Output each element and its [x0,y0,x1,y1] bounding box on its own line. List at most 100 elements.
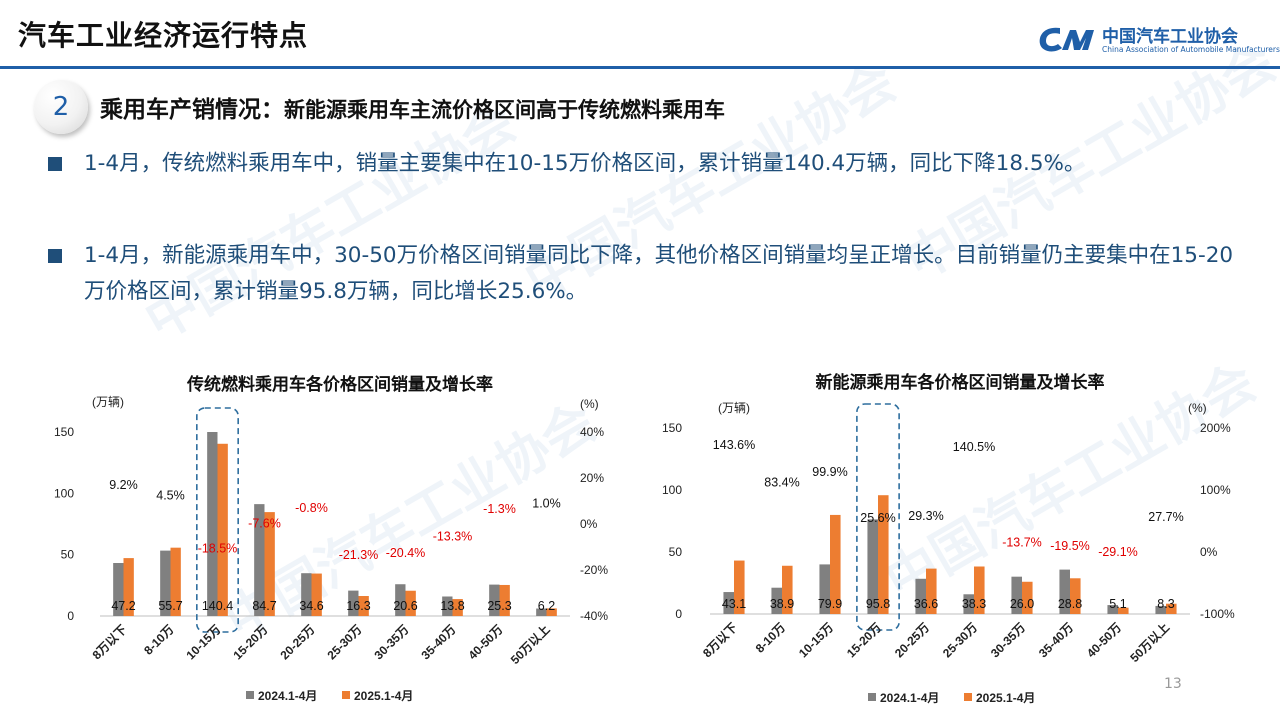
chart-traditional-fuel-svg: 传统燃料乘用车各价格区间销量及增长率 (万辆) (%) 0 50 100 150 -40% -2… [54,374,608,703]
bar-2024 [254,504,265,616]
bullet-item: 1-4月，传统燃料乘用车中，销量主要集中在10-15万价格区间，累计销量140.… [48,146,1248,182]
x-axis-category-label: 8-10万 [141,622,176,657]
x-axis-category-label: 10-15万 [184,622,224,662]
legend-label-2024: 2024.1-4月 [880,691,939,705]
caam-logo: 中国汽车工业协会 China Association of Automobile… [1036,20,1280,60]
bar-2025 [358,596,369,616]
bar-value-label: 84.7 [252,599,276,613]
x-axis-category-label: 8万以下 [90,622,130,662]
bar-2024 [395,584,406,616]
legend-swatch-2024 [868,693,876,701]
y-axis-tick-label: 50 [669,545,683,559]
bar-2024 [442,596,453,616]
y2-axis-tick-label: -100% [1200,607,1235,621]
bar-2025 [123,558,134,616]
y-axis-tick-label: 0 [675,607,682,621]
bar-2025 [499,584,510,616]
x-axis-category-label: 40-50万 [1084,620,1124,660]
bar-2025 [452,599,463,616]
bar-value-label: 95.8 [866,597,890,611]
bar-2025 [217,443,228,616]
bar-2024 [915,578,926,614]
bar-2025 [926,568,937,614]
x-axis-category-label: 30-35万 [372,622,412,662]
bar-2024 [1155,605,1166,614]
growth-rate-label: 1.0% [532,497,561,511]
y2-axis-tick-label: 0% [1200,545,1218,559]
bar-2024 [160,550,171,616]
bar-2024 [113,563,124,616]
y2-axis-tick-label: 40% [580,425,604,439]
growth-rate-label: 27.7% [1148,510,1183,524]
x-axis-category-label: 40-50万 [466,622,506,662]
chart-new-energy: 新能源乘用车各价格区间销量及增长率 (万辆) (%) 0 50 100 150 -100% 0%… [660,360,1280,720]
bar-2024 [723,592,734,614]
bar-2024 [867,519,878,614]
page-number: 13 [1164,676,1182,692]
y2-axis-tick-label: 0% [580,517,598,531]
logo-english-name: China Association of Automobile Manufact… [1102,45,1280,54]
growth-rate-label: -18.5% [198,542,238,556]
caam-logo-mark-icon [1039,27,1094,52]
chart-new-energy-svg: 新能源乘用车各价格区间销量及增长率 (万辆) (%) 0 50 100 150 -100% 0%… [662,372,1235,705]
growth-rate-label: 99.9% [812,465,847,479]
bar-2024 [819,564,830,614]
growth-rate-label: 25.6% [860,511,895,525]
bar-2024 [301,573,312,616]
growth-rate-label: 9.2% [109,478,138,492]
chart-title: 传统燃料乘用车各价格区间销量及增长率 [186,374,493,394]
bar-value-label: 26.0 [1010,597,1034,611]
bullet-text: 1-4月，传统燃料乘用车中，销量主要集中在10-15万价格区间，累计销量140.… [84,151,1086,176]
bullet-square-icon [48,249,62,263]
bar-2024 [207,432,218,616]
growth-rate-label: 4.5% [156,489,185,503]
y-axis-tick-label: 50 [61,548,75,562]
bar-value-label: 28.8 [1058,597,1082,611]
legend-swatch-2025 [964,693,972,701]
bar-value-label: 13.8 [440,599,464,613]
y2-axis-unit-label: (%) [1188,401,1207,415]
y2-axis-tick-label: 20% [580,471,604,485]
y-axis-tick-label: 100 [662,483,682,497]
growth-rate-label: -0.8% [295,501,328,515]
x-axis-category-label: 15-20万 [844,620,884,660]
y-axis-tick-label: 100 [54,486,74,500]
x-axis-category-label: 8万以下 [700,620,740,660]
highlight-box [196,407,239,633]
x-axis-category-label: 8-10万 [753,620,788,655]
bar-2024 [536,608,547,616]
bar-value-label: 8.3 [1157,597,1174,611]
bar-value-label: 16.3 [346,599,370,613]
header-divider [0,66,1280,69]
growth-rate-label: -20.4% [386,546,426,560]
legend-swatch-2025 [342,691,350,699]
bar-value-label: 38.9 [770,597,794,611]
section-number-badge: 2 [34,80,88,134]
bar-2025 [974,566,985,614]
growth-rate-label: 83.4% [764,475,799,489]
bar-2024 [348,590,359,616]
bar-2025 [546,608,557,616]
bar-2024 [1011,576,1022,614]
y-axis-unit-label: (万辆) [92,395,124,409]
bar-value-label: 55.7 [158,599,182,613]
x-axis-category-label: 30-35万 [988,620,1028,660]
x-axis-category-label: 35-40万 [419,622,459,662]
bar-2025 [782,565,793,614]
bar-value-label: 43.1 [722,597,746,611]
growth-rate-label: 29.3% [908,509,943,523]
bar-2025 [405,590,416,616]
bar-value-label: 140.4 [202,599,233,613]
growth-rate-label: 143.6% [713,438,755,452]
section-title: 乘用车产销情况：新能源乘用车主流价格区间高于传统燃料乘用车 [100,90,725,124]
bar-2025 [264,512,275,616]
bar-2024 [489,584,500,616]
bar-value-label: 38.3 [962,597,986,611]
bar-value-label: 47.2 [111,599,135,613]
bar-2025 [1070,578,1081,614]
chart-traditional-fuel: 传统燃料乘用车各价格区间销量及增长率 (万辆) (%) 0 50 100 150 -40% -2… [40,360,640,720]
x-axis-category-label: 10-15万 [796,620,836,660]
x-axis-category-label: 50万以上 [507,622,553,668]
bar-value-label: 20.6 [393,599,417,613]
bar-2024 [1059,569,1070,614]
